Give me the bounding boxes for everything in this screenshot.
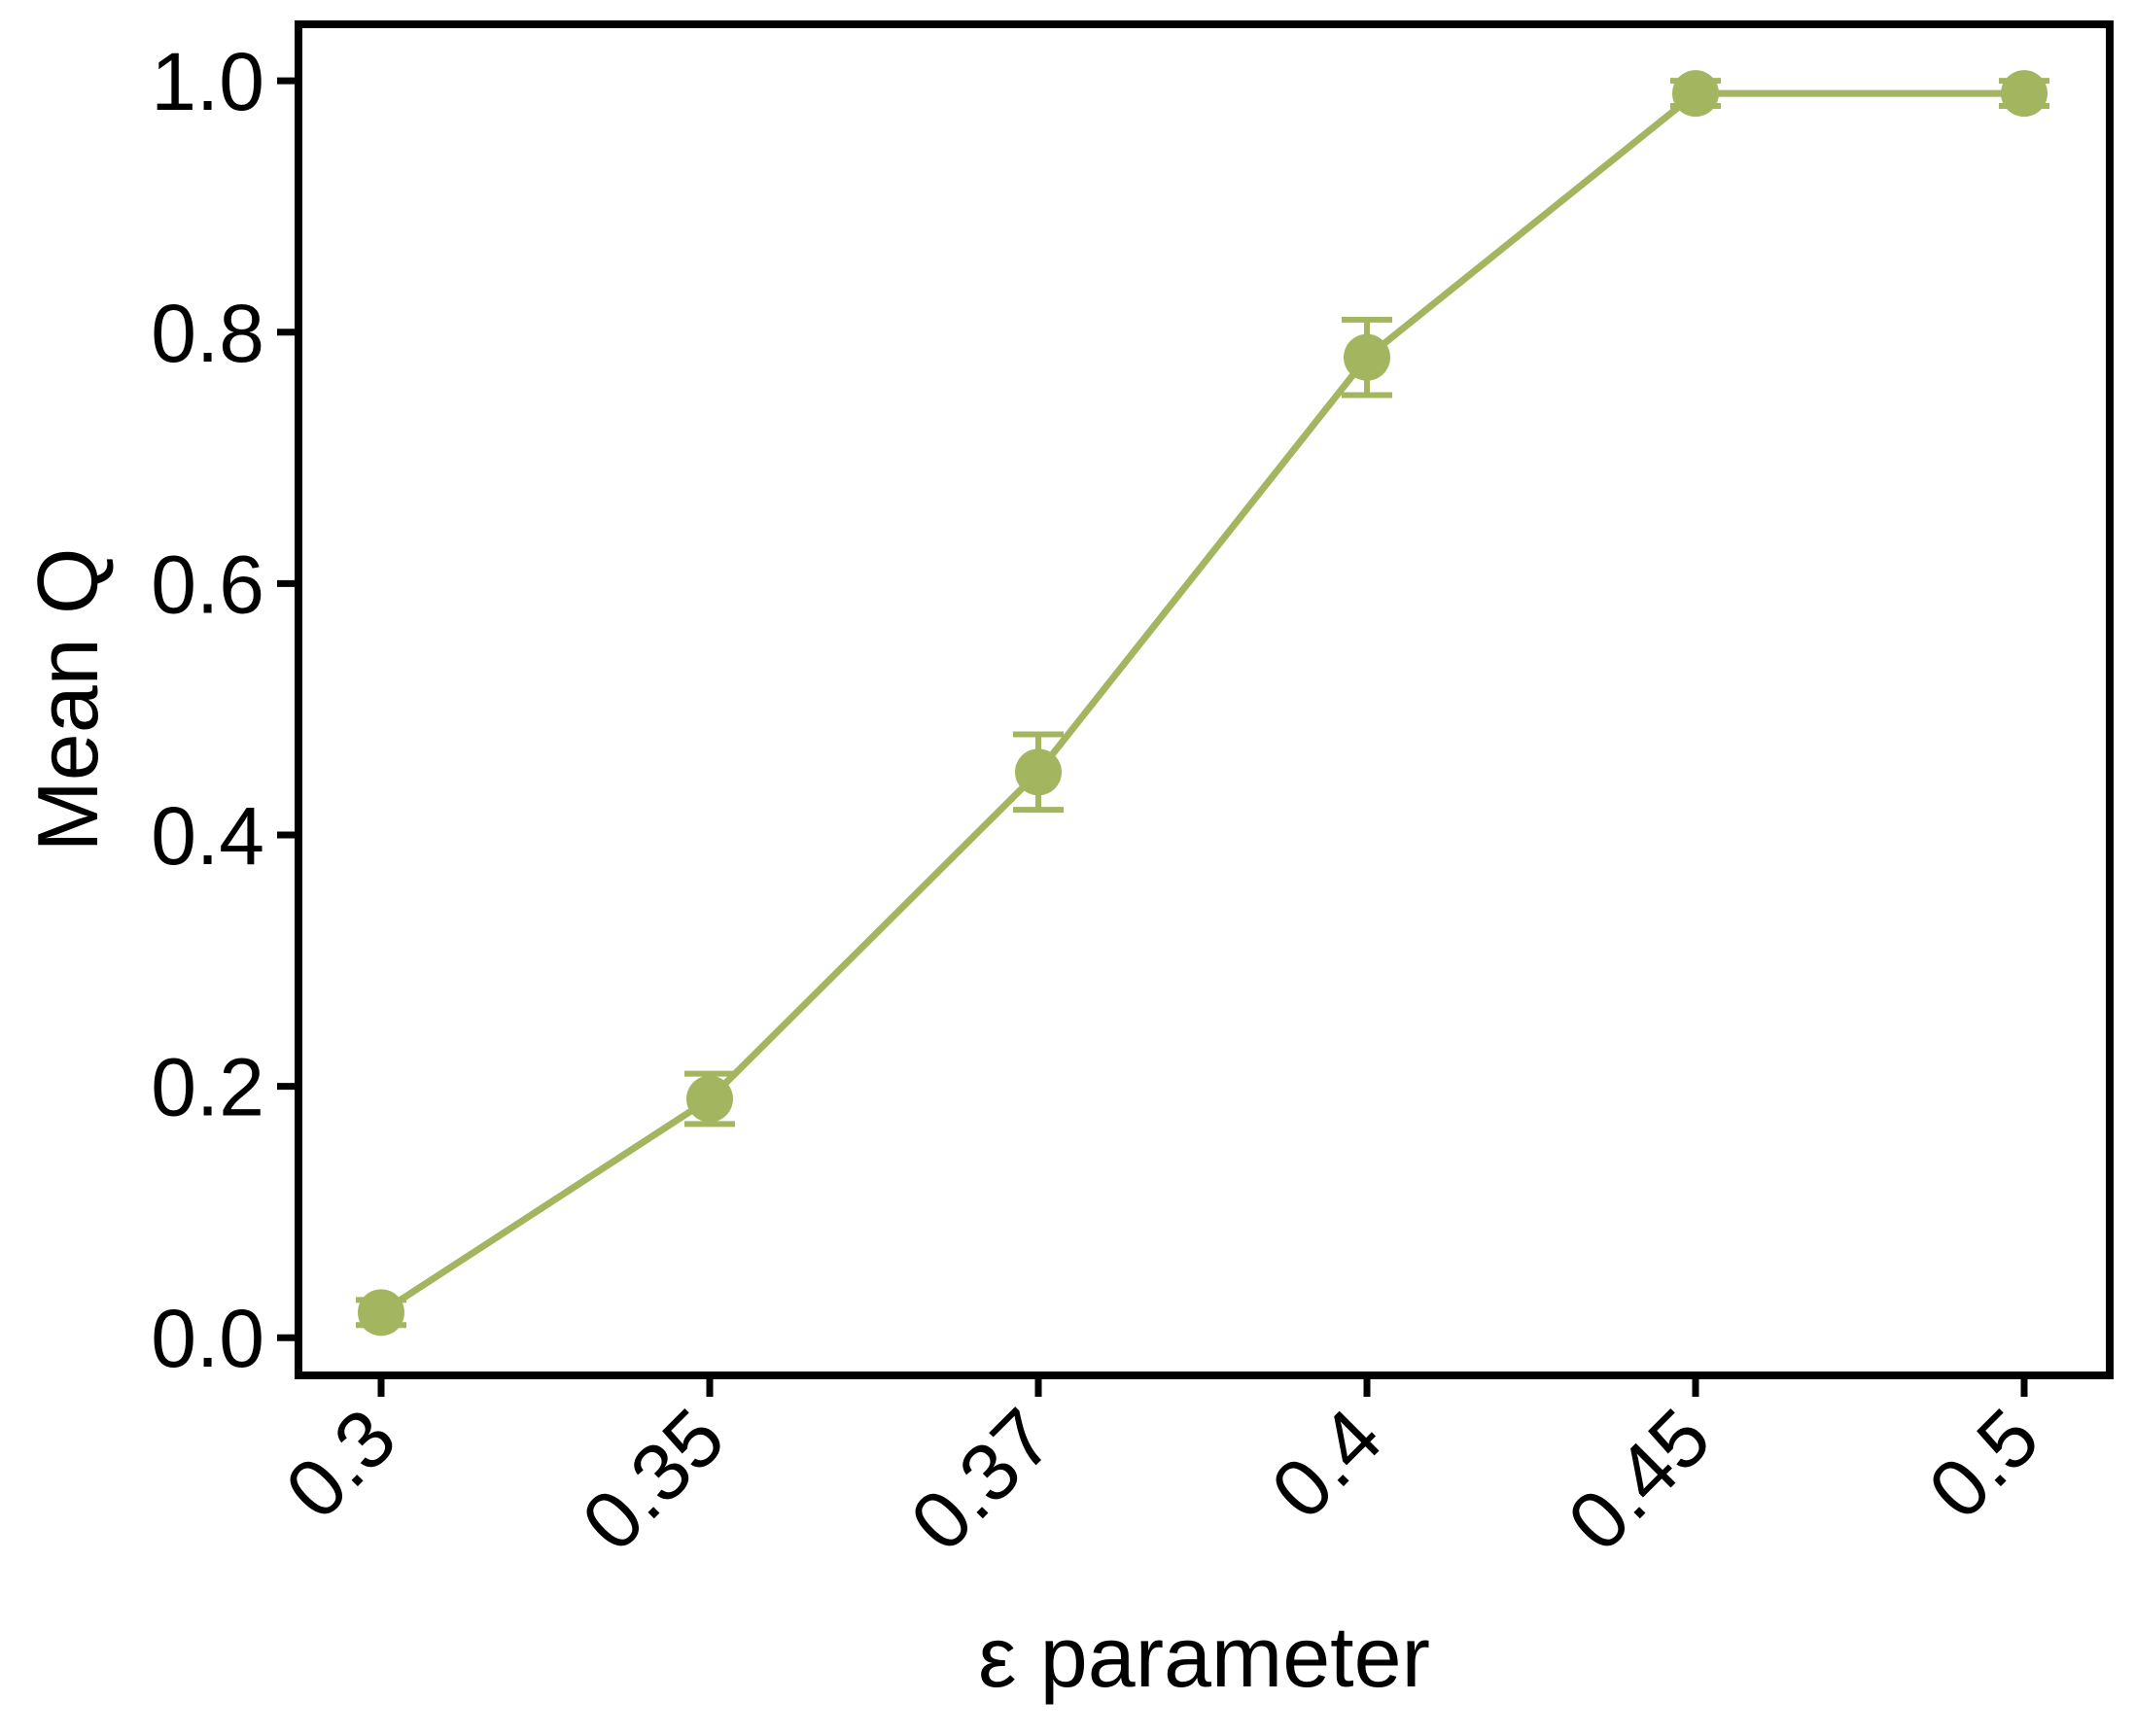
data-point: [1672, 70, 1719, 118]
plot-area-frame: [295, 20, 2114, 1379]
y-axis-label: Mean Q: [19, 547, 116, 851]
data-point: [1344, 333, 1390, 381]
data-point: [686, 1075, 733, 1123]
x-tick-label: 0.4: [1254, 1391, 1399, 1536]
y-axis-ticks: 0.0 0.2 0.4 0.6 0.8 1.0: [151, 36, 298, 1384]
data-point: [358, 1289, 404, 1337]
y-tick-label: 0.2: [151, 1042, 264, 1133]
x-tick-label: 0.35: [565, 1391, 742, 1568]
y-tick-label: 0.6: [151, 538, 264, 630]
x-axis-label: ε parameter: [978, 1609, 1430, 1705]
y-tick-label: 0.4: [151, 790, 264, 882]
x-axis-ticks: 0.3 0.35 0.37 0.4 0.45 0.5: [268, 1375, 2056, 1568]
x-tick-label: 0.37: [893, 1391, 1070, 1568]
error-bars: [356, 78, 2049, 1329]
y-tick-label: 1.0: [151, 36, 264, 127]
data-points: [358, 70, 2048, 1337]
y-tick-label: 0.0: [151, 1293, 264, 1384]
x-tick-label: 0.5: [1911, 1391, 2056, 1536]
x-tick-label: 0.3: [268, 1391, 413, 1536]
series-line: [379, 89, 2024, 1316]
x-tick-label: 0.45: [1551, 1391, 1728, 1568]
y-tick-label: 0.8: [151, 288, 264, 379]
series-line-group: [379, 89, 2024, 1316]
data-point: [2001, 70, 2048, 118]
data-point: [1015, 748, 1062, 796]
